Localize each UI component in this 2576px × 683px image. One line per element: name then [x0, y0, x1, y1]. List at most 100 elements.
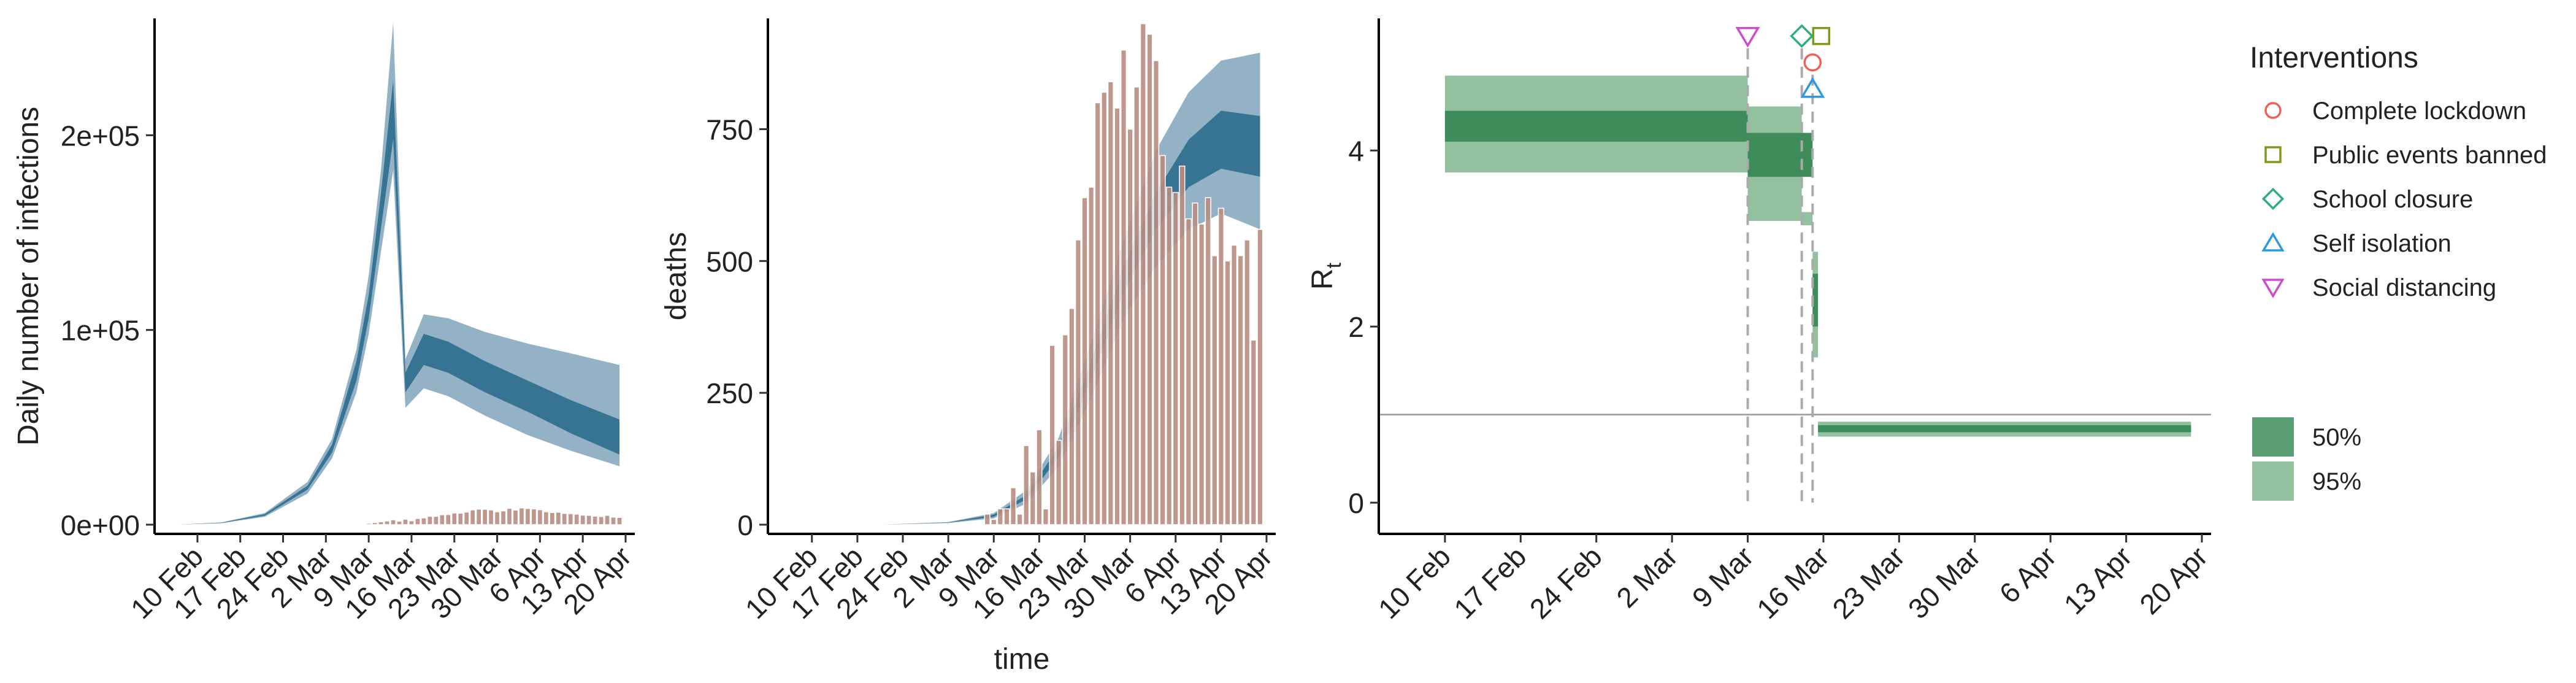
bar — [580, 514, 586, 525]
legend-label: 50% — [2312, 424, 2361, 451]
bar — [1010, 487, 1017, 525]
intervention-marker — [1812, 26, 1831, 45]
ribbon-50 — [179, 80, 620, 525]
y-axis-label: deaths — [660, 232, 692, 320]
bar — [1101, 91, 1108, 525]
bar — [408, 520, 415, 525]
bar — [445, 514, 451, 525]
legend-marker — [2264, 146, 2282, 163]
bar — [524, 507, 531, 525]
bar — [1140, 23, 1146, 525]
ribbon-95 — [1444, 75, 2191, 437]
x-tick-label: 30 Mar — [1902, 540, 1987, 625]
bar — [506, 507, 513, 525]
bar — [1179, 165, 1186, 525]
legend: Interventions Complete lockdown Public eve… — [2250, 42, 2547, 501]
bar — [1081, 197, 1088, 525]
legend-label: Social distancing — [2312, 274, 2496, 301]
bar — [1127, 128, 1133, 525]
intervention-marker — [1735, 26, 1760, 48]
bar — [555, 511, 562, 525]
legend-swatch — [2252, 417, 2294, 457]
bar — [997, 508, 1003, 525]
legend-label: 95% — [2312, 468, 2361, 495]
bar — [1217, 207, 1224, 525]
bar — [1159, 155, 1166, 525]
x-tick-label: 17 Feb — [1447, 540, 1532, 625]
y-tick-label: 2 — [1348, 311, 1364, 343]
bar — [500, 510, 507, 525]
bar — [991, 519, 997, 525]
x-tick-label: 2 Mar — [1610, 540, 1684, 614]
bar — [1003, 508, 1010, 525]
bar — [1192, 203, 1198, 525]
bar — [384, 520, 390, 525]
bar — [451, 512, 458, 525]
bar — [439, 514, 445, 525]
legend-title: Interventions — [2250, 42, 2418, 74]
bar — [1016, 514, 1023, 525]
bar — [1146, 34, 1153, 525]
legend-swatch — [2252, 461, 2294, 501]
bar — [586, 515, 592, 525]
bar — [604, 515, 610, 525]
bar — [1230, 244, 1238, 525]
bar — [415, 518, 421, 525]
bar — [1114, 107, 1121, 525]
bar — [610, 516, 616, 525]
y-axis-label-main: deaths — [660, 232, 692, 320]
y-tick-label: 1e+05 — [61, 315, 140, 347]
bar — [1172, 191, 1179, 525]
bar — [1088, 187, 1095, 525]
y-tick-label: 0 — [737, 509, 753, 541]
bar — [1166, 187, 1173, 525]
y-tick-label: 0 — [1348, 487, 1364, 519]
legend-label: Self isolation — [2312, 230, 2451, 257]
bar — [1062, 334, 1068, 525]
y-axis-label: Rt — [1306, 262, 1346, 290]
bar — [1049, 345, 1056, 525]
bar — [598, 515, 604, 525]
x-axis-label: time — [994, 643, 1050, 676]
y-tick-label: 750 — [706, 114, 753, 145]
bar — [366, 523, 372, 525]
bar — [1185, 218, 1192, 525]
bar — [1133, 86, 1140, 525]
bar — [567, 513, 574, 525]
bar — [573, 514, 580, 525]
y-axis-label: Daily number of infections — [12, 107, 45, 446]
x-tick-label: 20 Apr — [2133, 540, 2214, 620]
intervention-marker — [1803, 53, 1822, 72]
x-tick-label: 23 Mar — [1826, 540, 1911, 625]
bar — [1250, 339, 1257, 525]
x-tick-label: 13 Apr — [2058, 540, 2138, 620]
bar — [531, 508, 537, 525]
bar — [402, 519, 408, 525]
bar — [1068, 307, 1075, 525]
bar — [1198, 223, 1205, 525]
bar — [1257, 229, 1263, 525]
bar — [378, 521, 384, 525]
legend-marker — [2261, 232, 2285, 252]
bar — [488, 509, 494, 525]
bar — [1036, 429, 1043, 525]
y-axis-label-subscript: t — [1322, 262, 1346, 268]
bar — [549, 512, 556, 525]
bar — [1107, 81, 1114, 525]
bar — [1056, 439, 1062, 525]
bar — [427, 515, 433, 525]
bar — [1244, 239, 1251, 525]
x-tick-label: 16 Mar — [1750, 540, 1835, 625]
intervention-marker — [1800, 77, 1825, 98]
bar — [1042, 508, 1049, 525]
legend-label: Public events banned — [2312, 142, 2547, 169]
bar — [1075, 239, 1082, 525]
x-tick-label: 24 Feb — [1524, 540, 1608, 625]
bar — [1205, 197, 1211, 525]
x-tick-label: 6 Apr — [1993, 540, 2063, 609]
intervention-marker — [1790, 24, 1814, 48]
bar — [396, 520, 402, 525]
